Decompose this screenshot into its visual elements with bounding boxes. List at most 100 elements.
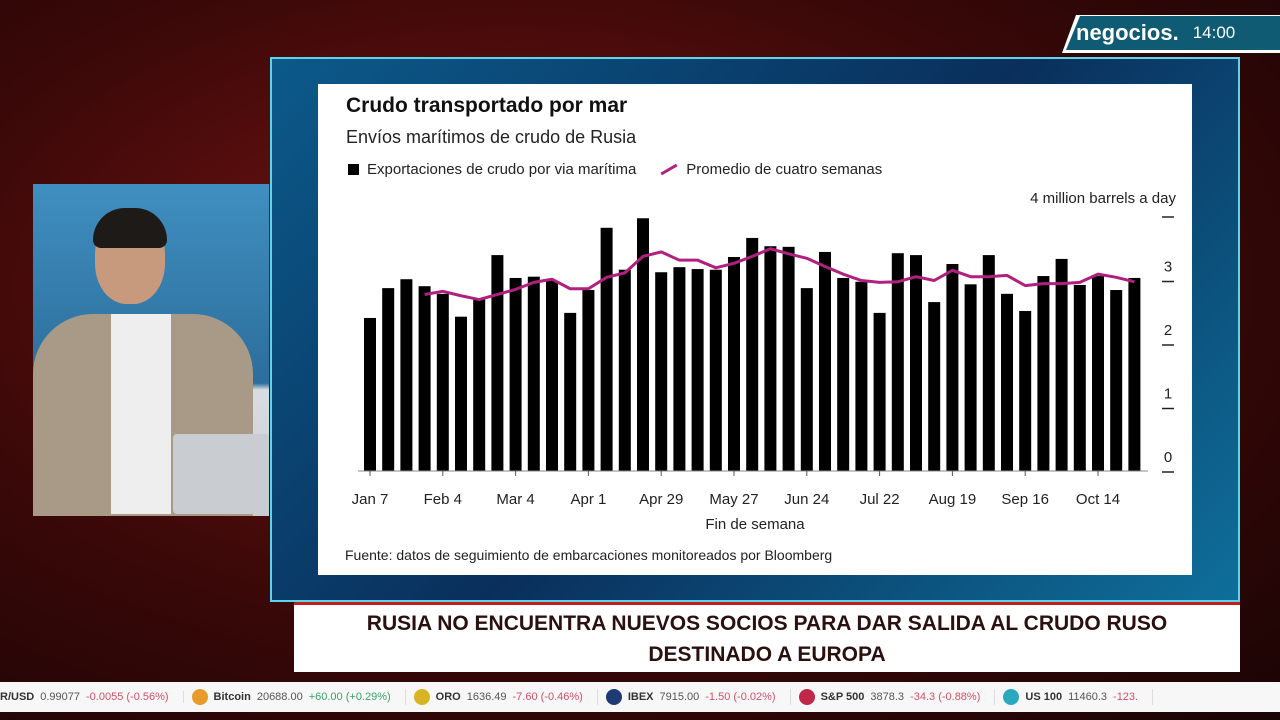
ticker-change: -1.50 (-0.02%) — [705, 691, 776, 703]
ticker-item: R/USD 0.99077 -0.0055 (-0.56%) — [0, 691, 184, 703]
bar — [964, 284, 977, 471]
ticker-icon — [1003, 689, 1020, 705]
bar — [709, 269, 722, 471]
bar — [728, 257, 740, 471]
ticker-change: -34.3 (-0.88%) — [910, 691, 981, 703]
x-tick-label: Aug 19 — [929, 491, 977, 508]
ticker-name: ORO — [435, 691, 461, 703]
chart-source: Fuente: datos de seguimiento de embarcac… — [345, 547, 833, 563]
x-axis-label: Fin de semana — [705, 516, 805, 533]
y-tick-label: 3 — [1164, 259, 1172, 276]
bar — [1128, 277, 1141, 471]
ticker-name: S&P 500 — [820, 691, 865, 703]
bar — [819, 251, 831, 471]
channel-logo: negocios. 14:00 — [1066, 16, 1280, 50]
x-tick-label: Apr 1 — [570, 491, 606, 508]
ticker-icon — [798, 689, 815, 705]
bar — [382, 288, 395, 471]
bar — [800, 288, 813, 471]
bar — [764, 246, 777, 471]
ticker-name: Bitcoin — [213, 691, 251, 703]
bar — [400, 279, 413, 471]
x-tick-label: Jan 7 — [352, 491, 389, 508]
bar — [1073, 284, 1086, 471]
x-tick-label: Mar 4 — [496, 491, 534, 508]
bar — [436, 293, 449, 471]
ticker-change: -0.0055 (-0.56%) — [86, 691, 169, 703]
bar — [1092, 276, 1104, 471]
x-tick-label: Sep 16 — [1001, 491, 1049, 508]
bar — [673, 267, 686, 471]
bar — [1001, 293, 1013, 471]
bar — [509, 277, 522, 471]
bar — [855, 281, 868, 471]
chart-legend: Exportaciones de crudo por via marítima … — [348, 161, 882, 178]
chart-plot: Jan 7 Feb 4 Mar 4 Apr 1 Apr 29 May 27 Jun 24 Ju… — [352, 216, 1174, 508]
x-tick-label: Jun 24 — [784, 491, 829, 508]
bar — [655, 272, 668, 471]
bar — [637, 218, 649, 471]
legend-bar-swatch — [348, 164, 359, 175]
y-tick-label: 0 — [1164, 449, 1172, 466]
ticker-item: S&P 500 3878.3 -34.3 (-0.88%) — [798, 689, 996, 705]
bar — [418, 286, 431, 471]
ticker-value: 11460.3 — [1068, 691, 1108, 703]
bar — [782, 246, 795, 471]
ticker-value: 7915.00 — [659, 691, 700, 703]
clock: 14:00 — [1192, 23, 1236, 42]
bar — [600, 227, 613, 471]
ticker-icon — [413, 689, 430, 705]
ticker-change: +60.00 (+0.29%) — [308, 691, 391, 703]
bar — [364, 317, 376, 471]
ticker-icon — [605, 689, 622, 705]
chart-title: Crudo transportado por mar — [346, 94, 628, 117]
bar — [582, 290, 595, 471]
x-tick-label: Apr 29 — [639, 491, 683, 508]
ticker-change: -123. — [1113, 691, 1139, 703]
bar — [491, 255, 504, 471]
bar — [910, 255, 922, 471]
laptop — [173, 434, 269, 514]
bar — [527, 276, 540, 471]
ticker-value: 20688.00 — [256, 691, 303, 703]
ticker-change: -7.60 (-0.46%) — [512, 691, 583, 703]
legend-line: Promedio de cuatro semanas — [686, 161, 883, 178]
ticker-item: US 100 11460.3 -123. — [1003, 689, 1154, 705]
ticker-item: ORO 1636.49 -7.60 (-0.46%) — [413, 689, 598, 705]
bar — [746, 237, 759, 471]
bar — [1037, 276, 1050, 471]
bar — [1019, 310, 1032, 471]
market-ticker: R/USD 0.99077 -0.0055 (-0.56%) Bitcoin 20688… — [0, 682, 1280, 712]
brand-name: negocios. — [1076, 20, 1179, 45]
bar — [982, 255, 995, 471]
presenter-video — [33, 184, 269, 516]
bar — [928, 302, 941, 471]
ticker-item: IBEX 7915.00 -1.50 (-0.02%) — [605, 689, 791, 705]
bar — [1110, 290, 1123, 471]
ticker-value: 0.99077 — [40, 691, 80, 703]
bar — [618, 269, 631, 471]
chart-card: Crudo transportado por mar Envíos maríti… — [318, 84, 1192, 575]
x-tick-label: Feb 4 — [424, 491, 462, 508]
y-tick-label: 2 — [1164, 322, 1172, 339]
legend-bars: Exportaciones de crudo por via marítima — [367, 161, 637, 178]
x-tick-label: Oct 14 — [1076, 491, 1120, 508]
bar — [891, 253, 904, 471]
y-tick-label: 1 — [1164, 386, 1172, 403]
bar — [946, 263, 959, 471]
ticker-name: US 100 — [1025, 691, 1063, 703]
ticker-value: 3878.3 — [870, 691, 905, 703]
headline-banner: RUSIA NO ENCUENTRA NUEVOS SOCIOS PARA DA… — [294, 602, 1240, 672]
ticker-icon — [191, 689, 208, 705]
bar — [837, 277, 850, 471]
ticker-name: IBEX — [627, 691, 654, 703]
bar — [691, 269, 704, 471]
presenter-hair — [93, 208, 167, 248]
x-tick-label: May 27 — [709, 491, 758, 508]
bar — [455, 316, 467, 471]
chart-subtitle: Envíos marítimos de crudo de Rusia — [346, 127, 637, 147]
ticker-name: R/USD — [0, 691, 35, 703]
y-axis-label: 4 million barrels a day — [1030, 190, 1176, 207]
presenter-shirt — [111, 314, 171, 514]
bar — [546, 280, 558, 471]
